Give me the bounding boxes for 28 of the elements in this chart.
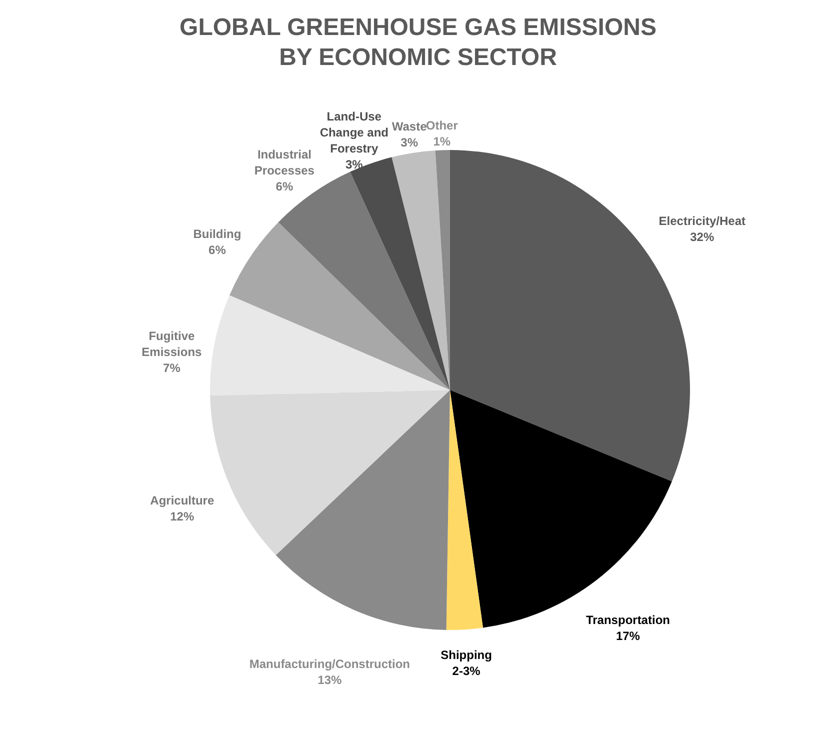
data-label: 6%	[276, 180, 294, 194]
data-label: 1%	[433, 134, 451, 149]
slice-label: Other	[426, 118, 458, 133]
pie-slice	[446, 390, 483, 630]
data-label: 32%	[690, 230, 714, 244]
pie-slice	[450, 390, 672, 628]
slice-label: Electricity/Heat	[658, 214, 746, 228]
slice-label: Transportation	[586, 612, 670, 627]
data-label: 2-3%	[452, 664, 481, 678]
slice-label: Shipping	[440, 648, 492, 662]
slice-label: Agriculture	[150, 493, 214, 508]
data-label: 6%	[208, 243, 226, 258]
data-label: 12%	[170, 509, 194, 524]
slice-label: Land-Use Change and Forestry	[320, 110, 388, 156]
pie-slice	[392, 150, 450, 390]
pie-slice	[210, 295, 450, 396]
data-label: 17%	[616, 628, 640, 643]
data-label: 3%	[345, 158, 364, 172]
data-label: 13%	[318, 672, 342, 687]
chart-title: GLOBAL GREENHOUSE GAS EMISSIONS BY ECONOMIC SECTOR	[180, 14, 656, 71]
slice-label: Waste	[392, 120, 428, 134]
data-label: 3%	[400, 136, 418, 150]
slice-label: Manufacturing/Construction	[249, 656, 410, 671]
pie-slice	[276, 390, 450, 630]
slice-label: Industrial Processes	[254, 148, 315, 178]
slice-label: Fugitive Emissions	[142, 329, 202, 360]
slice-label: Building	[193, 227, 242, 242]
data-label: 7%	[163, 361, 181, 376]
